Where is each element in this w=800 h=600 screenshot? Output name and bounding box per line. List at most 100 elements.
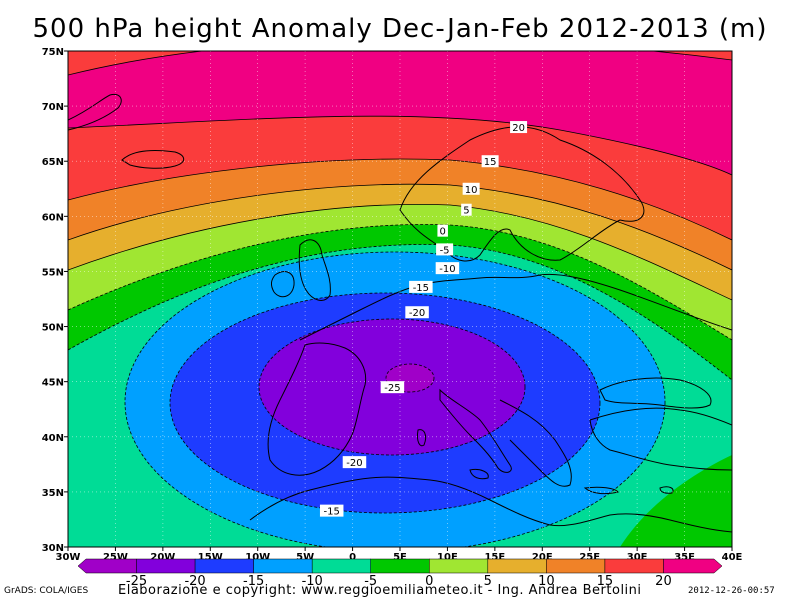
band-minus5-0 (68, 224, 732, 380)
iberia-coast (267, 342, 367, 476)
contour-label-bg (409, 280, 433, 293)
colorbar-swatch (487, 558, 547, 574)
lat-tick-label: 35N (42, 488, 64, 499)
colorbar-swatch (77, 558, 137, 574)
longitude-tick-labels: 30W 25W 20W 15W 10W 5W 0 5E 10E 15E 20E 25E 30E 35E 40… (56, 547, 743, 563)
contour-label: -20 (346, 458, 362, 469)
europe-north-coast (299, 273, 732, 341)
north-africa-coast (249, 476, 732, 533)
contour-label: 10 (465, 185, 478, 196)
band-5-10 (68, 184, 732, 300)
colorbar-label: -15 (243, 574, 264, 589)
band-15-20 (68, 116, 732, 240)
lat-tick-label: 75N (42, 47, 64, 58)
latitude-tick-labels: 30N 35N 40N 45N 50N 55N 60N 65N 70N 75N (42, 47, 68, 554)
scandinavia-coast (399, 126, 645, 262)
ireland-coast (271, 271, 295, 298)
lon-tick-label: 15E (484, 552, 505, 563)
lon-tick-label: 15W (198, 552, 223, 563)
lon-tick-label: 5E (393, 552, 407, 563)
band-southwest (68, 510, 260, 547)
colorbar-label: 20 (655, 574, 672, 589)
cyprus-coast (659, 486, 674, 494)
contour-label-bg (461, 203, 472, 216)
colorbar: -25 -20 -15 -10 -5 0 5 10 15 20 (77, 558, 723, 589)
contour-label: 20 (512, 123, 525, 134)
software-credit: GrADS: COLA/IGES (4, 586, 89, 596)
colorbar-swatch (194, 558, 254, 574)
colorbar-swatch (370, 558, 430, 574)
copyright-credit: Elaborazione e copyright: www.reggioemil… (118, 583, 642, 598)
balkans-coast (499, 399, 572, 487)
lon-tick-label: 25E (579, 552, 600, 563)
sardinia-coast (417, 429, 427, 447)
colorbar-swatch (136, 558, 196, 574)
lon-tick-label: 5W (296, 552, 314, 563)
contour-label-bg (435, 262, 460, 275)
lon-tick-label: 35E (674, 552, 695, 563)
black-sea-coast (599, 377, 712, 409)
colorbar-label: 5 (484, 574, 492, 589)
lat-tick-label: 60N (42, 212, 64, 223)
contour-label: -15 (413, 283, 429, 294)
italy-coast (439, 388, 512, 473)
contour-label-bg (319, 504, 344, 517)
turkey-coast (589, 407, 732, 471)
contour-label-bg (436, 243, 454, 256)
contour-labels: 20 15 10 5 0 -5 -10 -15 -20 -25 -20 -15 (319, 121, 528, 518)
map-title: 500 hPa height Anomaly Dec-Jan-Feb 2012-… (32, 14, 768, 44)
contour-label-bg (481, 155, 499, 168)
colorbar-swatch (604, 558, 664, 574)
contour-label-bg (342, 456, 367, 469)
sicily-coast (469, 469, 489, 480)
lat-tick-label: 50N (42, 323, 64, 334)
colorbar-label: 10 (538, 574, 555, 589)
coastlines (68, 93, 732, 533)
great-britain-coast (298, 239, 331, 301)
contour-label: -20 (409, 308, 425, 319)
lon-tick-label: 10W (245, 552, 270, 563)
colorbar-label: 0 (425, 574, 433, 589)
lon-tick-label: 20W (150, 552, 175, 563)
colorbar-swatch (253, 558, 313, 574)
contour-label: 15 (484, 157, 497, 168)
lon-tick-label: 40E (722, 552, 743, 563)
colorbar-swatch (311, 558, 371, 574)
band-10-15 (68, 159, 732, 270)
lon-tick-label: 30E (627, 552, 648, 563)
contour-label: 5 (463, 206, 469, 217)
timestamp: 2012-12-26-00:57 (688, 586, 775, 596)
contour-label-bg (380, 381, 405, 394)
lat-tick-label: 45N (42, 378, 64, 389)
contour-label-bg (510, 121, 528, 134)
lat-tick-label: 55N (42, 267, 64, 278)
colorbar-label: -5 (364, 574, 377, 589)
colorbar-label: 15 (597, 574, 614, 589)
colorbar-label: -20 (184, 574, 205, 589)
lon-tick-label: 20E (532, 552, 553, 563)
colorbar-swatch (663, 558, 723, 574)
contour-label: -5 (440, 245, 450, 256)
greenland-coast (68, 93, 122, 131)
lon-tick-label: 10E (437, 552, 458, 563)
contour-label: 0 (439, 227, 445, 238)
lat-tick-label: 65N (42, 157, 64, 168)
contour-label-bg (437, 224, 448, 237)
lon-tick-label: 30W (56, 552, 81, 563)
band-0-5 (68, 204, 732, 340)
colorbar-swatch (546, 558, 606, 574)
lat-tick-label: 40N (42, 433, 64, 444)
band-20-top (68, 51, 732, 75)
contour-label-bg (405, 306, 429, 319)
colorbar-swatch (429, 558, 489, 574)
lat-tick-label: 70N (42, 102, 64, 113)
contour-label: -15 (324, 507, 340, 518)
lon-tick-label: 25W (103, 552, 128, 563)
lon-tick-label: 0 (349, 552, 356, 563)
contour-label-bg (462, 182, 480, 195)
lat-tick-label: 30N (42, 543, 64, 554)
colorbar-label: -25 (126, 574, 147, 589)
contour-label: -10 (439, 264, 455, 275)
colorbar-label: -10 (302, 574, 323, 589)
